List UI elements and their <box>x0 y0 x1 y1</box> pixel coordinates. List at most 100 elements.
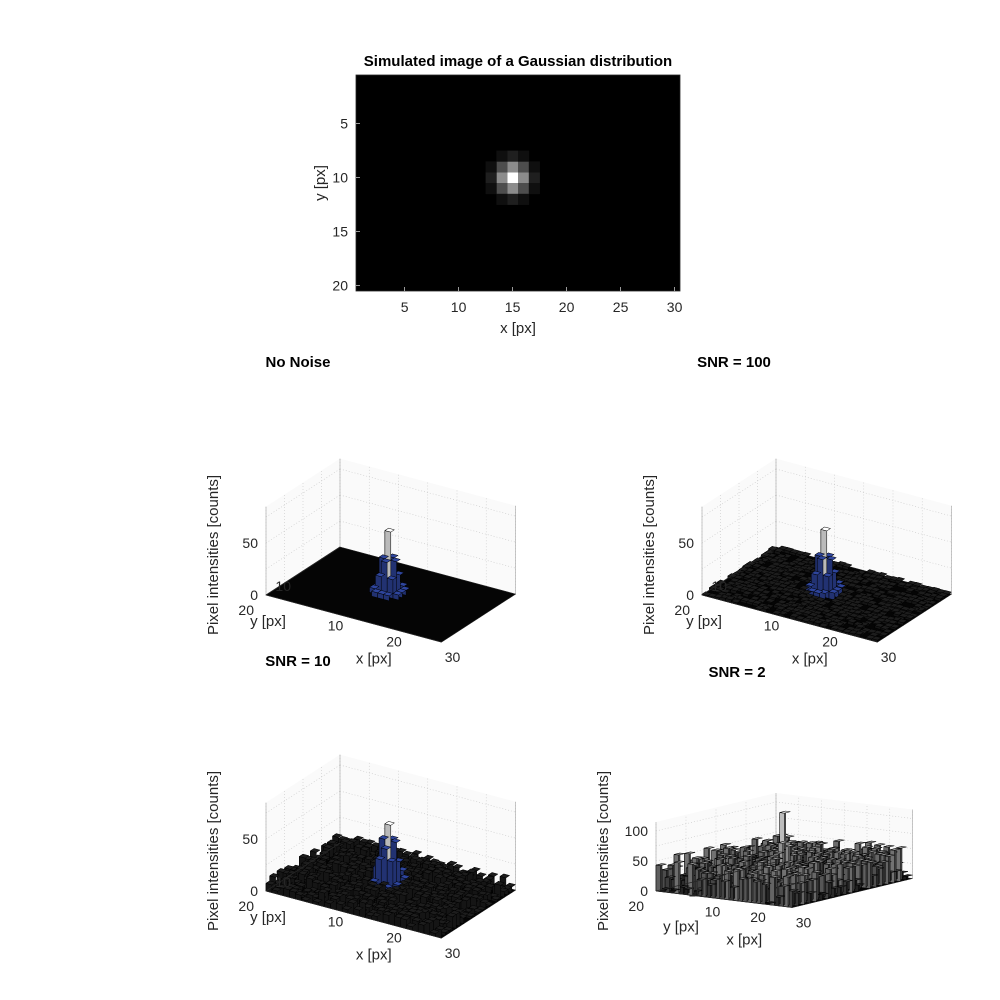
y-tick-label: 10 <box>711 578 727 594</box>
bar-top <box>860 578 871 584</box>
bar-top <box>885 589 897 595</box>
bar-top <box>898 613 910 618</box>
heatmap-frame <box>355 74 681 292</box>
bar-top <box>916 600 928 605</box>
x-tick-label: 20 <box>822 633 838 649</box>
bar-top <box>815 607 827 612</box>
bar-top <box>896 581 908 587</box>
bar-top <box>374 572 386 577</box>
heatmap-pixel <box>496 183 508 195</box>
x-tick-label: 10 <box>328 618 344 634</box>
x-tick-label: 30 <box>445 945 461 961</box>
heatmap-pixel <box>518 150 530 162</box>
back-wall-x <box>340 458 516 595</box>
panel-title: SNR = 100 <box>697 354 771 371</box>
heatmap-y-tick-label: 20 <box>332 278 348 294</box>
heatmap-pixels <box>485 150 540 205</box>
heatmap-pixel <box>528 161 540 173</box>
heatmap-pixel <box>496 172 508 184</box>
z-tick-label: 50 <box>242 535 258 551</box>
heatmap-x-tick-label: 5 <box>401 299 409 315</box>
heatmap-x-tick-label: 30 <box>667 299 683 315</box>
bar-top <box>806 587 818 593</box>
z-axis-label: Pixel intensities [counts] <box>205 771 222 931</box>
heatmap-y-tick-label: 15 <box>332 224 348 240</box>
x-axis-label: x [px] <box>356 651 392 668</box>
bar-top <box>828 589 840 594</box>
heatmap-x-label: x [px] <box>500 320 536 337</box>
grid-line <box>339 494 516 543</box>
bar-top <box>386 575 398 581</box>
x-tick-label: 20 <box>386 633 402 649</box>
bar-top <box>751 563 763 568</box>
heatmap-pixel <box>485 172 497 184</box>
bar-top <box>896 618 908 624</box>
heatmap-y-label: y [px] <box>312 165 329 201</box>
bar-top <box>798 585 810 590</box>
heatmap-pixel <box>496 150 508 162</box>
heatmap-x-tick-label: 20 <box>559 299 575 315</box>
heatmap-pixel <box>507 193 519 205</box>
y-axis-label: y [px] <box>250 909 286 926</box>
heatmap-pixel <box>507 161 519 173</box>
bar-top <box>861 572 873 578</box>
x-tick-label: 20 <box>386 929 402 945</box>
z-axis-label: Pixel intensities [counts] <box>641 475 658 635</box>
bar-top <box>804 582 816 587</box>
bar-top <box>916 590 928 596</box>
bar-top <box>882 628 893 634</box>
bar-top <box>854 588 866 593</box>
x-tick-label: 30 <box>881 649 897 665</box>
x-tick-label: 10 <box>328 914 344 930</box>
x-tick-label: 30 <box>445 649 461 665</box>
z-axis-label: Pixel intensities [counts] <box>205 475 222 635</box>
bar-top <box>882 575 894 580</box>
heatmap-pixel <box>485 161 497 173</box>
bar-top <box>820 526 832 532</box>
bar-top <box>841 563 853 568</box>
bar-top <box>390 557 401 563</box>
bar-top <box>869 603 881 609</box>
z-tick-label: 0 <box>250 587 258 603</box>
bar-top <box>832 601 844 606</box>
axis-line <box>265 594 442 643</box>
y-axis-label: y [px] <box>686 613 722 630</box>
x-axis-label: x [px] <box>356 947 392 964</box>
bar-top <box>874 623 885 628</box>
bar-top <box>892 610 904 616</box>
grid-line <box>339 520 516 569</box>
heatmap-x-ticks: 5 10 15 20 25 30 <box>401 287 683 315</box>
z-tick-label: 0 <box>686 587 694 603</box>
heatmap-pixel <box>507 183 519 195</box>
z-tick-label: 0 <box>250 883 258 899</box>
bar-top <box>830 607 842 613</box>
bar-top <box>392 590 403 596</box>
bar-top <box>380 558 392 563</box>
bar-top <box>900 606 911 611</box>
bar-top <box>822 572 834 578</box>
heatmap-pixel <box>518 193 530 205</box>
grid-line <box>339 468 516 517</box>
grid-line <box>775 494 952 543</box>
grid-line <box>775 468 952 517</box>
bar-top <box>865 569 877 574</box>
heatmap-pixel <box>518 183 530 195</box>
back-wall-x <box>776 458 952 595</box>
y-axis-label: y [px] <box>250 613 286 630</box>
bar-top <box>838 612 850 618</box>
axis-line <box>265 546 341 596</box>
heatmap-x-tick-label: 25 <box>613 299 629 315</box>
heatmap-pixel <box>528 183 540 195</box>
heatmap-pixel <box>507 172 519 184</box>
x-tick-label: 10 <box>764 618 780 634</box>
bar-top <box>835 583 847 588</box>
heatmap-pixel <box>496 193 508 205</box>
bar-top <box>866 617 877 622</box>
bar-top <box>836 572 848 577</box>
heatmap-x-tick-label: 10 <box>451 299 467 315</box>
heatmap-x-tick-label: 15 <box>505 299 521 315</box>
bar-top <box>904 587 916 592</box>
